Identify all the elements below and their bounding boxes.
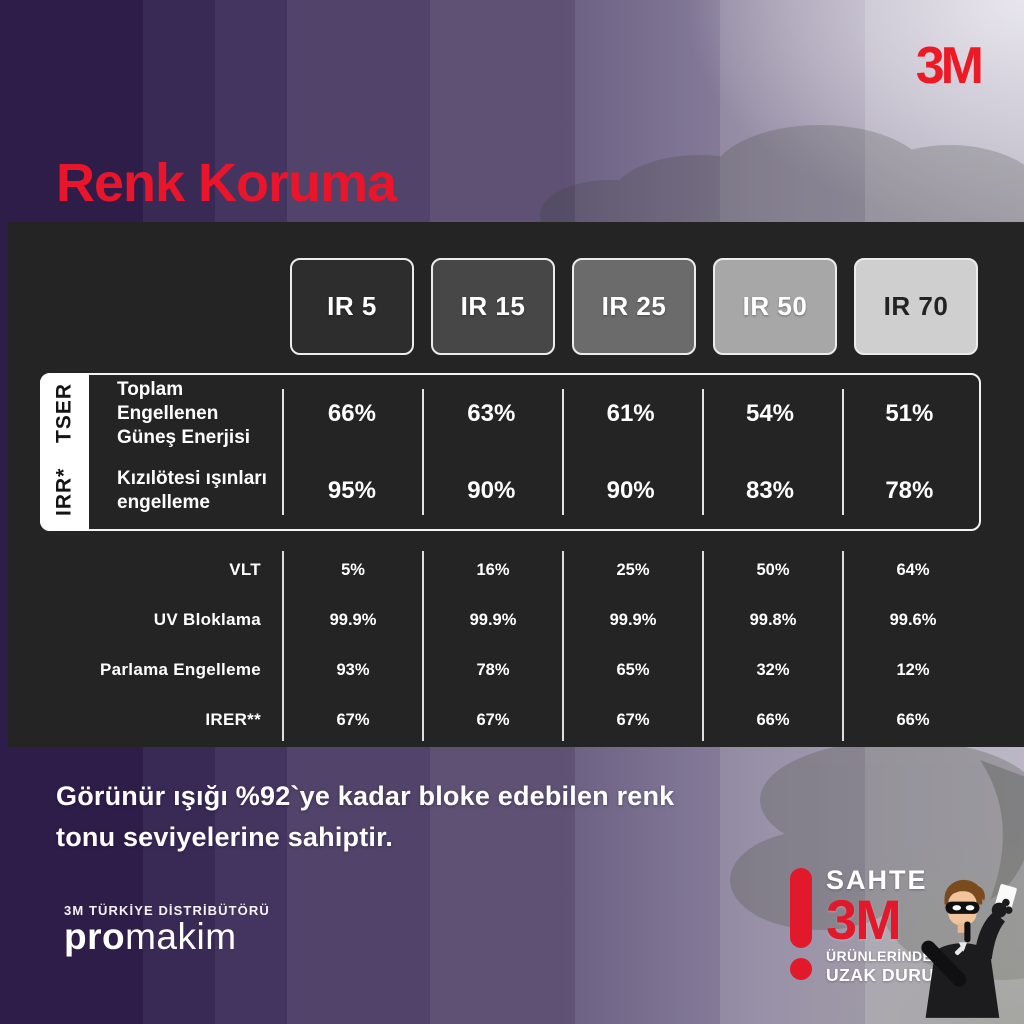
product-chip-label: IR 50: [742, 291, 808, 321]
warning-line-uzak-durun: UZAK DURUN: [826, 965, 948, 986]
table-cell: 16%: [476, 560, 510, 579]
warning-line-urunlerinden: ÜRÜNLERİNDEN: [826, 947, 943, 964]
column-divider: [562, 551, 564, 741]
row-label: VLT: [229, 560, 261, 579]
table-cell: 50%: [756, 560, 790, 579]
table-cell: 67%: [616, 710, 650, 729]
column-divider: [702, 389, 704, 515]
table-row-vlt: VLT 5% 16% 25% 50% 64%: [8, 545, 984, 595]
distributor-line: 3M TÜRKİYE DİSTRİBÜTÖRÜ: [64, 903, 270, 918]
table-cell: 95%: [327, 477, 376, 504]
distributor-logo: 3M TÜRKİYE DİSTRİBÜTÖRÜ promakim: [64, 903, 270, 957]
product-chip-ir25: IR 25: [572, 258, 696, 355]
column-divider: [562, 389, 564, 515]
table-cell: 78%: [476, 660, 510, 679]
table-cell: 66%: [896, 710, 930, 729]
table-cell: 61%: [606, 400, 655, 427]
spec-rows: VLT 5% 16% 25% 50% 64% UV Bloklama 99.9%…: [8, 545, 984, 747]
table-cell: 64%: [896, 560, 930, 579]
row-label: Parlama Engelleme: [99, 660, 261, 679]
product-chip-label: IR 70: [883, 291, 949, 321]
product-chip-label: IR 25: [601, 291, 667, 321]
table-cell: 83%: [745, 477, 795, 504]
table-cell: 99.9%: [329, 610, 377, 629]
table-cell: 99.6%: [889, 610, 937, 629]
page-title: Renk Koruma: [56, 153, 397, 214]
row-label: UV Bloklama: [153, 610, 261, 629]
table-cell: 67%: [336, 710, 370, 729]
table-row-parlama: Parlama Engelleme 93% 78% 65% 32% 12%: [8, 645, 984, 695]
table-row-uv: UV Bloklama 99.9% 99.9% 99.9% 99.8% 99.6…: [8, 595, 984, 645]
table-cell: 99.9%: [609, 610, 657, 629]
product-chip-ir15: IR 15: [431, 258, 555, 355]
table-cell: 66%: [756, 710, 790, 729]
row-label: Toplam Engellenen Güneş Enerjisi: [117, 379, 251, 448]
3m-logo: 3M: [915, 37, 984, 95]
table-cell: 25%: [616, 560, 650, 579]
table-row-irr: Kızılötesi ışınları engelleme 95% 90% 90…: [89, 453, 979, 529]
product-chip-label: IR 15: [460, 291, 526, 321]
table-cell: 90%: [467, 477, 516, 504]
table-cell: 32%: [756, 660, 790, 679]
caption-text: Görünür ışığı %92`ye kadar bloke edebile…: [56, 781, 675, 852]
row-label: Kızılötesi ışınları engelleme: [117, 468, 267, 513]
table-cell: 93%: [336, 660, 370, 679]
exclamation-icon: [790, 958, 812, 980]
warning-3m-logo: 3M: [826, 888, 902, 952]
table-cell: 99.8%: [749, 610, 797, 629]
column-divider: [842, 551, 844, 741]
counterfeit-warning: SAHTE 3M ÜRÜNLERİNDEN UZAK DURUN: [788, 858, 1024, 1024]
column-divider: [282, 551, 284, 741]
table-row-tser: Toplam Engellenen Güneş Enerjisi 66% 63%…: [89, 375, 979, 453]
product-chip-label: IR 5: [327, 291, 377, 321]
distributor-name-light: makim: [125, 916, 237, 957]
warning-line-sahte: SAHTE: [826, 865, 928, 895]
table-row-irer: IRER** 67% 67% 67% 66% 66%: [8, 695, 984, 745]
tser-side-label: TSER: [52, 382, 76, 443]
table-cell: 99.9%: [469, 610, 517, 629]
exclamation-icon: [790, 868, 812, 948]
table-cell: 90%: [606, 477, 655, 504]
table-cell: 12%: [896, 660, 930, 679]
distributor-name-bold: pro: [64, 916, 126, 957]
tser-side-strip: TSER IRR*: [40, 373, 89, 531]
warning-text: SAHTE 3M ÜRÜNLERİNDEN UZAK DURUN: [826, 865, 948, 986]
column-divider: [422, 389, 424, 515]
burglar-mascot-icon: [921, 879, 1017, 1018]
tser-highlight-box: TSER IRR* Toplam Engellenen Güneş Enerji…: [40, 373, 981, 531]
column-divider: [282, 389, 284, 515]
spec-table-panel: IR 5 IR 15 IR 25 IR 50 IR 70 TSER IRR* T…: [8, 222, 1024, 747]
row-label: IRER**: [205, 710, 261, 729]
distributor-name: promakim: [64, 916, 270, 957]
table-cell: 54%: [745, 400, 795, 427]
column-divider: [422, 551, 424, 741]
table-cell: 66%: [327, 400, 376, 427]
product-chip-ir50: IR 50: [713, 258, 837, 355]
product-chip-ir70: IR 70: [854, 258, 978, 355]
column-divider: [842, 389, 844, 515]
table-cell: 65%: [616, 660, 650, 679]
column-divider: [702, 551, 704, 741]
table-cell: 78%: [885, 477, 934, 504]
table-cell: 51%: [885, 400, 934, 427]
table-cell: 5%: [341, 560, 365, 579]
irr-side-label: IRR*: [52, 467, 76, 516]
table-cell: 67%: [476, 710, 510, 729]
product-chip-ir5: IR 5: [290, 258, 414, 355]
table-cell: 63%: [467, 400, 516, 427]
